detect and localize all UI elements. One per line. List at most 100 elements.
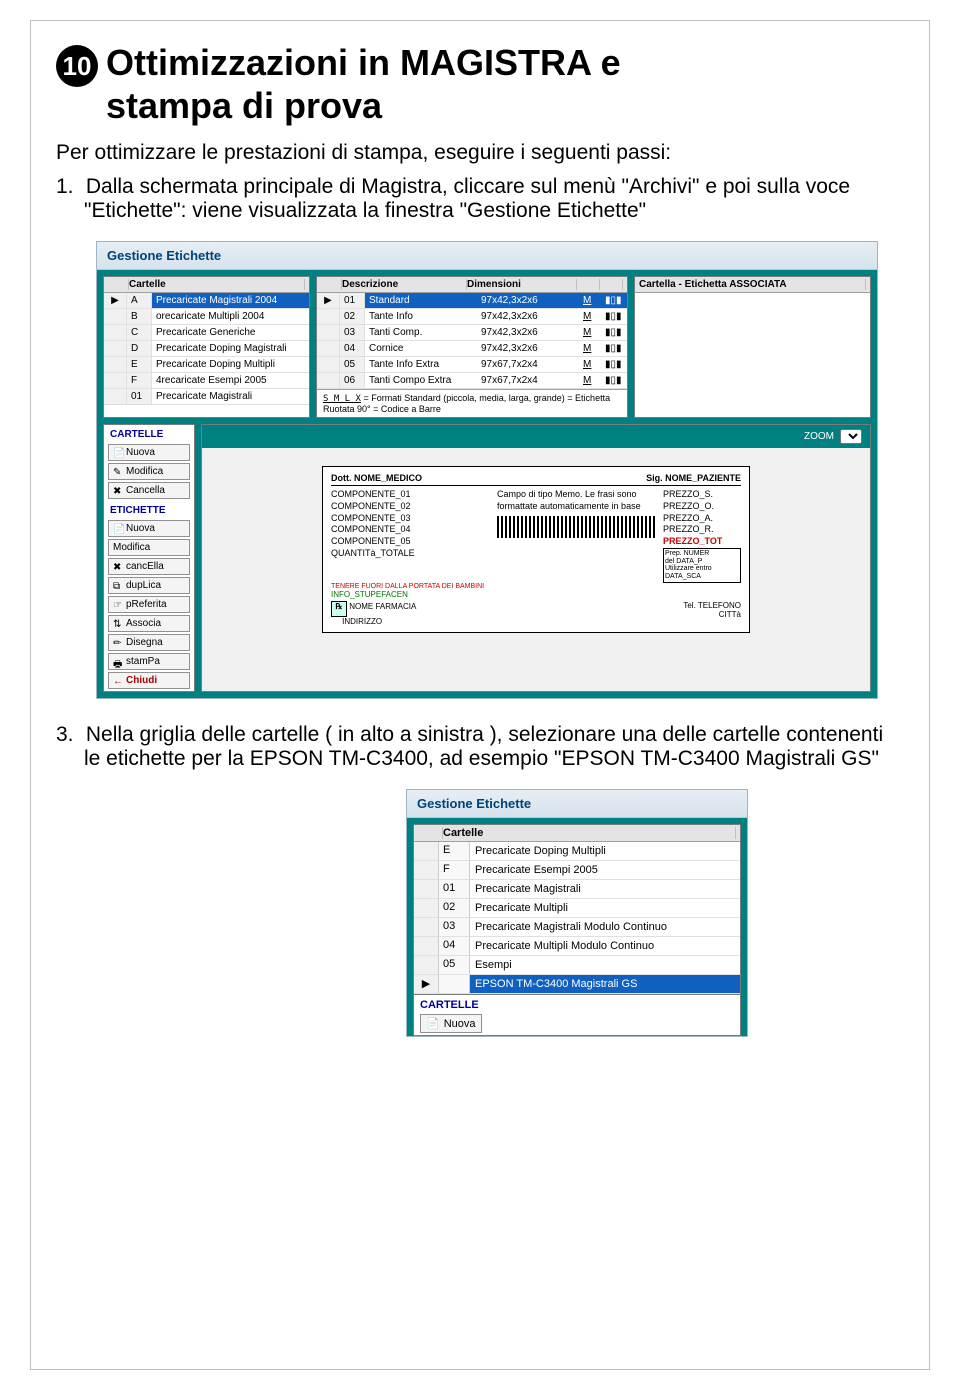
cartelle-row-2[interactable]: 05Esempi <box>414 956 740 975</box>
descrizione-row[interactable]: ▶01Standard97x42,3x2x6M▮▯▮ <box>317 293 627 309</box>
associa-button[interactable]: ⇅Associa <box>108 615 190 632</box>
cartelle-row[interactable]: ▶APrecaricate Magistrali 2004 <box>104 293 309 309</box>
descrizione-row[interactable]: 05Tante Info Extra97x67,7x2x4M▮▯▮ <box>317 357 627 373</box>
intro-text: Per ottimizzare le prestazioni di stampa… <box>56 141 904 165</box>
cartelle-row[interactable]: F4recaricate Esempi 2005 <box>104 373 309 389</box>
dimensioni-header: Dimensioni <box>467 279 577 290</box>
new-icon: 📄 <box>426 1017 440 1030</box>
cartelle-row[interactable]: CPrecaricate Generiche <box>104 325 309 341</box>
stampa-button[interactable]: 🖶stamPa <box>108 653 190 670</box>
step-3-number: 3. <box>56 723 80 747</box>
preview-farmacia: NOME FARMACIA <box>349 602 416 611</box>
side-button-panel: CARTELLE 📄Nuova ✎Modifica ✖Cancella ETIC… <box>103 424 195 692</box>
page-title: Ottimizzazioni in MAGISTRA e stampa di p… <box>106 41 621 127</box>
modifica-etichetta-button[interactable]: Modifica <box>108 539 190 556</box>
associata-header: Cartella - Etichetta ASSOCIATA <box>639 279 866 290</box>
print-icon: 🖶 <box>113 657 123 667</box>
step-1-text: Dalla schermata principale di Magistra, … <box>84 175 850 222</box>
copy-icon: ⧉ <box>113 581 123 591</box>
cartelle-header: Cartelle <box>129 279 305 290</box>
gestione-etichette-window-crop: Gestione Etichette Cartelle EPrecaricate… <box>406 789 748 1037</box>
preview-component-line: COMPONENTE_02 <box>331 501 489 513</box>
link-icon: ⇅ <box>113 619 123 629</box>
step-3-text: Nella griglia delle cartelle ( in alto a… <box>84 723 883 770</box>
descrizione-header: Descrizione <box>342 279 467 290</box>
delete-icon: ✖ <box>113 562 123 572</box>
preview-citta: CITTà <box>719 610 741 619</box>
cartelle-label-2: CARTELLE <box>420 999 479 1011</box>
nuova-button-2[interactable]: 📄 Nuova <box>420 1014 482 1033</box>
new-icon: 📄 <box>113 448 123 458</box>
preview-component-line: COMPONENTE_03 <box>331 513 489 525</box>
window-title: Gestione Etichette <box>97 242 877 270</box>
cartelle-grid[interactable]: Cartelle ▶APrecaricate Magistrali 2004Bo… <box>103 276 310 418</box>
preview-component-line: COMPONENTE_01 <box>331 489 489 501</box>
preview-memo: Campo di tipo Memo. Le frasi sono format… <box>497 489 641 511</box>
window-title-2: Gestione Etichette <box>407 790 747 818</box>
cartelle-row-2[interactable]: 02Precaricate Multipli <box>414 899 740 918</box>
preview-price-line: PREZZO_S. <box>663 489 741 501</box>
cartelle-row-2[interactable]: FPrecaricate Esempi 2005 <box>414 861 740 880</box>
preview-price-line: PREZZO_R. <box>663 524 741 536</box>
descrizione-grid[interactable]: Descrizione Dimensioni ▶01Standard97x42,… <box>316 276 628 418</box>
preview-tel: Tel. TELEFONO <box>683 601 741 610</box>
preview-dott: Dott. NOME_MEDICO <box>331 473 422 483</box>
title-line1: Ottimizzazioni in MAGISTRA e <box>106 42 621 83</box>
cartelle-row[interactable]: Borecaricate Multipli 2004 <box>104 309 309 325</box>
cartelle-grid-2[interactable]: Cartelle EPrecaricate Doping MultipliFPr… <box>413 824 741 995</box>
descrizione-row[interactable]: 06Tanti Compo Extra97x67,7x2x4M▮▯▮ <box>317 373 627 389</box>
descrizione-row[interactable]: 03Tanti Comp.97x42,3x2x6M▮▯▮ <box>317 325 627 341</box>
chiudi-button[interactable]: ←Chiudi <box>108 672 190 689</box>
cartelle-row-2[interactable]: 03Precaricate Magistrali Modulo Continuo <box>414 918 740 937</box>
preview-component-line: COMPONENTE_05 <box>331 536 489 548</box>
descrizione-row[interactable]: 02Tante Info97x42,3x2x6M▮▯▮ <box>317 309 627 325</box>
formats-legend: S M L X = Formati Standard (piccola, med… <box>317 389 627 417</box>
zoom-select[interactable] <box>840 429 862 444</box>
preview-component-line: COMPONENTE_04 <box>331 524 489 536</box>
title-line2: stampa di prova <box>106 85 382 126</box>
label-preview: Dott. NOME_MEDICO Sig. NOME_PAZIENTE COM… <box>322 466 750 632</box>
etichette-section-label: ETICHETTE <box>104 501 194 518</box>
cancella-cartella-button[interactable]: ✖Cancella <box>108 482 190 499</box>
nuova-etichetta-button[interactable]: 📄Nuova <box>108 520 190 537</box>
preview-warning: TENERE FUORI DALLA PORTATA DEI BAMBINI <box>331 583 741 590</box>
preview-component-line: QUANTITà_TOTALE <box>331 548 489 560</box>
cartelle-row[interactable]: 01Precaricate Magistrali <box>104 389 309 405</box>
nuova-cartella-button[interactable]: 📄Nuova <box>108 444 190 461</box>
zoom-label: ZOOM <box>804 431 834 442</box>
edit-icon: ✎ <box>113 467 123 477</box>
disegna-button[interactable]: ✏Disegna <box>108 634 190 651</box>
draw-icon: ✏ <box>113 638 123 648</box>
step-1: 1. Dalla schermata principale di Magistr… <box>56 175 904 223</box>
descrizione-row[interactable]: 04Cornice97x42,3x2x6M▮▯▮ <box>317 341 627 357</box>
preview-prezzo-tot: PREZZO_TOT <box>663 536 741 548</box>
cartelle-row-2[interactable]: ▶EPSON TM-C3400 Magistrali GS <box>414 975 740 994</box>
new-icon: 📄 <box>113 524 123 534</box>
preview-sig: Sig. NOME_PAZIENTE <box>646 473 741 483</box>
preferita-button[interactable]: ☞pReferita <box>108 596 190 613</box>
modifica-cartella-button[interactable]: ✎Modifica <box>108 463 190 480</box>
cartelle-section-label: CARTELLE <box>104 425 194 442</box>
preview-indirizzo: INDIRIZZO <box>342 617 382 626</box>
preview-panel: ZOOM Dott. NOME_MEDICO Sig. NOME_PAZIENT… <box>201 424 871 692</box>
associata-grid[interactable]: Cartella - Etichetta ASSOCIATA <box>634 276 871 418</box>
close-icon: ← <box>113 676 123 686</box>
preview-price-line: PREZZO_O. <box>663 501 741 513</box>
preview-info-stup: INFO_STUPEFACEN <box>331 590 741 599</box>
cartelle-row-2[interactable]: EPrecaricate Doping Multipli <box>414 842 740 861</box>
section-number-badge: 10 <box>56 45 98 87</box>
cartelle-row-2[interactable]: 04Precaricate Multipli Modulo Continuo <box>414 937 740 956</box>
preview-price-line: PREZZO_A. <box>663 513 741 525</box>
rx-icon: ℞ <box>331 601 347 617</box>
cartelle-row[interactable]: DPrecaricate Doping Magistrali <box>104 341 309 357</box>
delete-icon: ✖ <box>113 486 123 496</box>
star-icon: ☞ <box>113 600 123 610</box>
cancella-etichetta-button[interactable]: ✖cancElla <box>108 558 190 575</box>
barcode-icon <box>497 516 655 538</box>
cartelle-row-2[interactable]: 01Precaricate Magistrali <box>414 880 740 899</box>
step-1-number: 1. <box>56 175 80 199</box>
cartelle-row[interactable]: EPrecaricate Doping Multipli <box>104 357 309 373</box>
step-3: 3. Nella griglia delle cartelle ( in alt… <box>56 723 904 771</box>
gestione-etichette-window: Gestione Etichette Cartelle ▶APrecaricat… <box>96 241 878 699</box>
duplica-button[interactable]: ⧉dupLica <box>108 577 190 594</box>
